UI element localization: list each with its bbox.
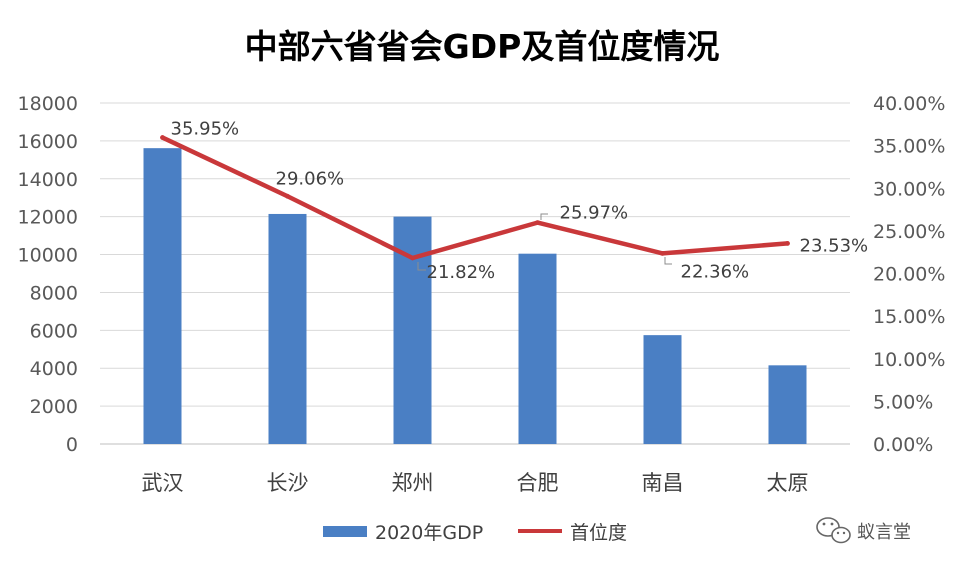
bar-series <box>143 148 807 444</box>
right-tick-label: 10.00% <box>873 349 945 371</box>
label-leader <box>664 257 672 265</box>
bar-武汉 <box>143 148 182 444</box>
category-label: 南昌 <box>642 471 684 495</box>
left-tick-label: 2000 <box>30 396 78 418</box>
legend-swatch-bar <box>323 526 367 537</box>
legend: 2020年GDP 首位度 <box>323 522 627 544</box>
line-data-labels: 35.95% 29.06% 21.82% 25.97% 22.36% 23.53% <box>171 119 869 283</box>
category-label: 武汉 <box>142 471 184 495</box>
right-tick-label: 20.00% <box>873 264 945 286</box>
category-label: 合肥 <box>517 471 559 495</box>
left-tick-label: 16000 <box>18 131 78 153</box>
line-series <box>160 135 790 261</box>
left-tick-label: 4000 <box>30 358 78 380</box>
right-tick-label: 35.00% <box>873 136 945 158</box>
left-tick-label: 0 <box>66 434 78 456</box>
wechat-icon <box>816 517 851 544</box>
right-tick-label: 0.00% <box>873 434 933 456</box>
label-leader <box>540 213 548 220</box>
chart-title: 中部六省省会GDP及首位度情况 <box>245 27 720 66</box>
right-tick-label: 40.00% <box>873 93 945 115</box>
right-tick-label: 30.00% <box>873 178 945 200</box>
left-tick-label: 12000 <box>18 207 78 229</box>
line-point-太原 <box>785 241 790 246</box>
bar-长沙 <box>268 213 307 444</box>
watermark-text: 蚁言堂 <box>857 522 911 543</box>
category-labels: 武汉 长沙 郑州 合肥 南昌 太原 <box>142 471 809 495</box>
category-label: 长沙 <box>267 471 309 495</box>
left-tick-label: 18000 <box>18 93 78 115</box>
line-data-label: 29.06% <box>276 168 345 189</box>
legend-label-gdp: 2020年GDP <box>375 522 483 544</box>
legend-label-primacy: 首位度 <box>570 522 627 544</box>
bar-太原 <box>768 365 807 444</box>
line-data-label: 22.36% <box>681 261 750 282</box>
category-label: 郑州 <box>392 471 434 495</box>
bar-南昌 <box>643 335 682 444</box>
category-label: 太原 <box>767 471 809 495</box>
right-tick-label: 5.00% <box>873 391 933 413</box>
line-data-label: 25.97% <box>560 203 629 224</box>
left-tick-label: 6000 <box>30 320 78 342</box>
line-data-label: 35.95% <box>171 119 240 140</box>
line-point-郑州 <box>410 255 415 261</box>
left-axis-ticks: 0 2000 4000 6000 8000 10000 12000 14000 16000 180… <box>18 93 78 456</box>
right-tick-label: 15.00% <box>873 306 945 328</box>
left-tick-label: 10000 <box>18 245 78 267</box>
line-point-长沙 <box>285 193 290 199</box>
line-point-武汉 <box>160 135 165 140</box>
label-leader <box>417 262 426 271</box>
left-tick-label: 8000 <box>30 282 78 304</box>
line-data-label: 23.53% <box>800 235 869 256</box>
watermark: 蚁言堂 <box>816 517 911 544</box>
left-tick-label: 14000 <box>18 169 78 191</box>
right-axis-ticks: 0.00% 5.00% 10.00% 15.00% 20.00% 25.00% 30.00%… <box>873 93 945 456</box>
right-tick-label: 25.00% <box>873 221 945 243</box>
gridlines <box>100 102 850 445</box>
line-data-label: 21.82% <box>427 262 496 283</box>
bar-合肥 <box>518 253 557 444</box>
primacy-line <box>160 135 790 261</box>
line-point-合肥 <box>535 220 540 226</box>
line-point-南昌 <box>660 250 665 256</box>
